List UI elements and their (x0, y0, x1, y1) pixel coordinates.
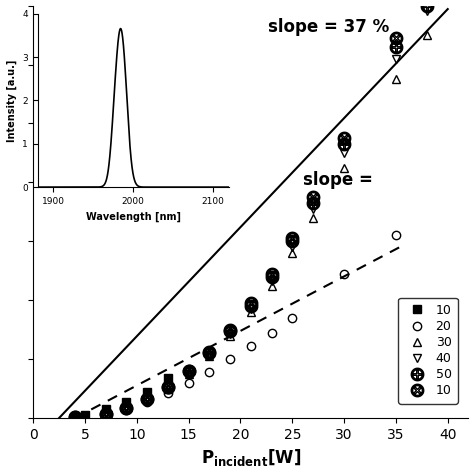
Text: slope = 37 %: slope = 37 % (268, 18, 390, 36)
X-axis label: $\mathbf{P}_{\mathbf{incident}}$[W]: $\mathbf{P}_{\mathbf{incident}}$[W] (201, 447, 301, 468)
Text: slope =: slope = (303, 171, 373, 189)
Legend: 10, 20, 30, 40, 50, 10: 10, 20, 30, 40, 50, 10 (398, 298, 458, 404)
